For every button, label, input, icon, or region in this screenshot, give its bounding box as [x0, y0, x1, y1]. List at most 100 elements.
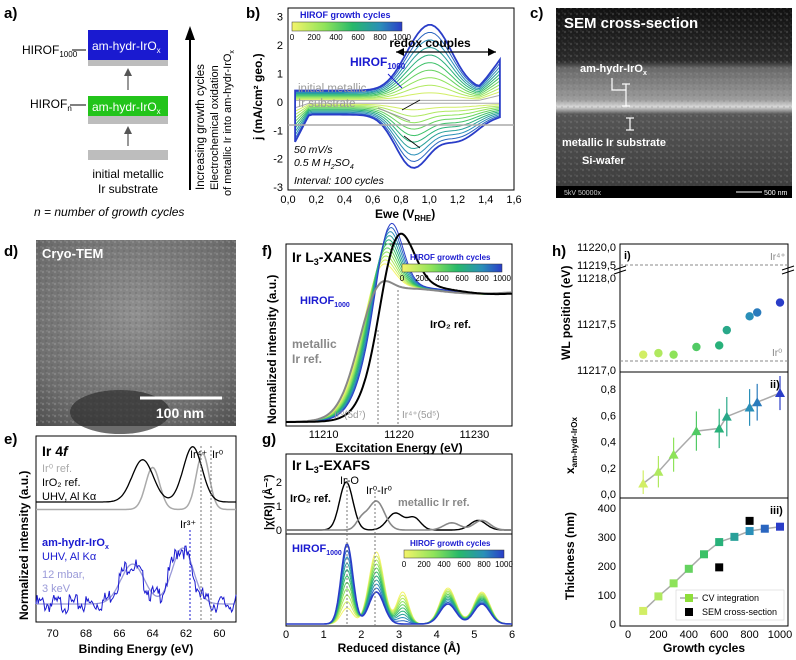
- exafs-x-tick-4: 4: [434, 629, 440, 641]
- sem-scale: 500 nm: [764, 190, 788, 197]
- h-ylabel-3: Thickness (nm): [563, 512, 577, 600]
- xanes-met-1: metallic: [292, 337, 337, 351]
- panel-e: Ir 4f Ir⁰ ref. IrO₂ ref. UHV, Al Kα Ir⁴⁺…: [17, 435, 237, 656]
- xanes-xticks: 11210 11220 11230: [309, 429, 489, 441]
- h-ylabel-2: xam-hydr-IrOx: [563, 417, 579, 474]
- h-ylabel-1: WL position (eV): [559, 266, 573, 360]
- h-xticks: 0 200 400 600 800 1000: [625, 629, 792, 641]
- cv-plot-frame: [287, 7, 515, 191]
- xps-ir4: Ir⁴⁺: [190, 449, 207, 461]
- exafs-irir: Ir⁰-Ir⁰: [366, 485, 393, 497]
- exafs-ir-ref: [286, 500, 512, 531]
- exafs-curve-700: [286, 562, 512, 625]
- xps-xticks: 70 68 66 64 62 60: [47, 628, 226, 640]
- wl-point-7: [753, 308, 762, 317]
- cv-xticks: 0,0 0,2 0,4 0,6 0,8 1,0 1,2 1,4 1,6: [280, 194, 521, 206]
- xanes-title: Ir L3-XANES: [292, 249, 372, 267]
- exafs-xticks: 0 1 2 3 4 5 6: [283, 629, 515, 641]
- exafs-x-tick-1: 1: [321, 629, 327, 641]
- xfrac-point-5: [721, 411, 732, 421]
- cv-cond-3: Interval: 100 cycles: [294, 175, 385, 187]
- panel-label-b: b): [246, 5, 260, 22]
- cv-x-tick-8: 1,6: [506, 194, 521, 206]
- h-frame-ii: [619, 371, 789, 499]
- xps-xlabel: Binding Energy (eV): [79, 642, 194, 656]
- hirofn-substrate: [88, 116, 168, 124]
- h-ir4: Ir⁴⁺: [770, 252, 786, 263]
- exafs-y-tick-0: 0: [276, 525, 282, 537]
- wl-point-2: [669, 350, 678, 359]
- xanes-cbar-tick-2: 400: [435, 274, 449, 283]
- h1-y-tick-1: 11219,5: [577, 260, 616, 272]
- thickness-cv-point-0: [639, 606, 648, 615]
- xps-iro2ref: IrO₂ ref.: [42, 477, 81, 489]
- exafs-cbar-tick-2: 400: [437, 560, 451, 569]
- h-x-tick-3: 600: [710, 629, 728, 641]
- wl-point-5: [722, 325, 731, 335]
- h-sub-i: i): [624, 250, 631, 262]
- cv-cbar-tick-4: 800: [373, 33, 387, 42]
- panel-c: SEM cross-section am-hydr-IrOx metallic …: [556, 8, 792, 198]
- thickness-cv-point-1: [654, 592, 663, 601]
- xfrac-point-3: [691, 426, 702, 436]
- exafs-x-tick-2: 2: [358, 629, 364, 641]
- exafs-x-tick-5: 5: [471, 629, 477, 641]
- wl-point-6: [745, 312, 754, 321]
- panel-label-h: h): [552, 243, 566, 260]
- exafs-iro2: IrO₂ ref.: [290, 493, 331, 505]
- wl-point-4: [715, 341, 724, 350]
- h2-y-tick-0: 0,8: [601, 384, 616, 396]
- cv-y-tick-0: 3: [277, 12, 283, 24]
- thickness-cv-point-2: [669, 579, 678, 588]
- thickness-cv-line: [642, 525, 781, 612]
- exafs-ylabel: |χ(R)| (Å⁻³): [262, 474, 275, 530]
- xps-ir0-ref-curve: [36, 452, 236, 511]
- xps-kev: 3 keV: [42, 583, 71, 595]
- sem-label-1: am-hydr-IrOx: [580, 63, 647, 77]
- thickness-cv-point-6: [730, 532, 739, 541]
- exafs-yticks: 0 1 2: [276, 477, 282, 537]
- cv-curves: [294, 23, 501, 169]
- cv-x-tick-0: 0,0: [280, 194, 295, 206]
- h-ir0: Ir⁰: [772, 348, 782, 359]
- panel-b: HIROF growth cycles 0 200 400 600 800 1000 re…: [251, 7, 522, 223]
- cv-cbar-tick-0: 0: [290, 33, 295, 42]
- panel-f: Ir L3-XANES HIROF growth cycles 0 200 400 6…: [265, 222, 513, 455]
- panel-label-e: e): [4, 431, 17, 448]
- xps-curves: [35, 446, 237, 615]
- xfrac-trend-line: [642, 392, 781, 485]
- exafs-frame-bottom: [285, 533, 513, 627]
- hirof1000-substrate: [88, 60, 168, 66]
- hirof1000-label: HIROF1000: [22, 43, 78, 59]
- tem-scale: 100 nm: [156, 405, 204, 421]
- exafs-cbar-tick-5: 1000: [495, 560, 513, 569]
- panel-h: i) Ir⁴⁺ Ir⁰ ii) iii) 11220,0 11219,511218…: [559, 242, 795, 655]
- xps-x-tick-1: 68: [80, 628, 92, 640]
- sem-info: 5kV 50000x: [564, 190, 601, 197]
- xanes-x-tick-0: 11210: [309, 429, 339, 441]
- cv-initial-1: initial metallic: [298, 83, 367, 95]
- xps-12mbar-curve: [36, 547, 236, 605]
- thickness-cv-point-8: [760, 524, 769, 533]
- thickness-cv-point-9: [776, 522, 784, 531]
- thickness-sem-point-0: [715, 563, 724, 572]
- xanes-colorbar-ticks: 0 200 400 600 800 1000: [400, 274, 512, 283]
- h-x-tick-1: 200: [649, 629, 667, 641]
- exafs-colorbar-title: HIROF growth cycles: [410, 539, 491, 548]
- h1-y-tick-4: 11217,0: [577, 365, 616, 377]
- legend-sem: SEM cross-section: [702, 607, 777, 617]
- cv-xlabel: Ewe (VRHE): [375, 207, 435, 223]
- h3-y-tick-4: 0: [610, 619, 616, 631]
- xanes-cbar-tick-4: 800: [475, 274, 489, 283]
- xanes-cbar-tick-0: 0: [400, 274, 405, 283]
- panel-label-g: g): [262, 431, 276, 448]
- exafs-cbar-tick-3: 600: [457, 560, 471, 569]
- cv-x-tick-4: 0,8: [393, 194, 408, 206]
- h-sub-iii: iii): [770, 505, 783, 517]
- xps-x-tick-3: 64: [147, 628, 159, 640]
- exafs-iro: Ir-O: [340, 475, 359, 487]
- arrow-text-1: Increasing growth cycles: [195, 64, 207, 190]
- cv-y-tick-4: -1: [273, 125, 283, 137]
- cv-hirof-label: HIROF1000: [350, 55, 406, 71]
